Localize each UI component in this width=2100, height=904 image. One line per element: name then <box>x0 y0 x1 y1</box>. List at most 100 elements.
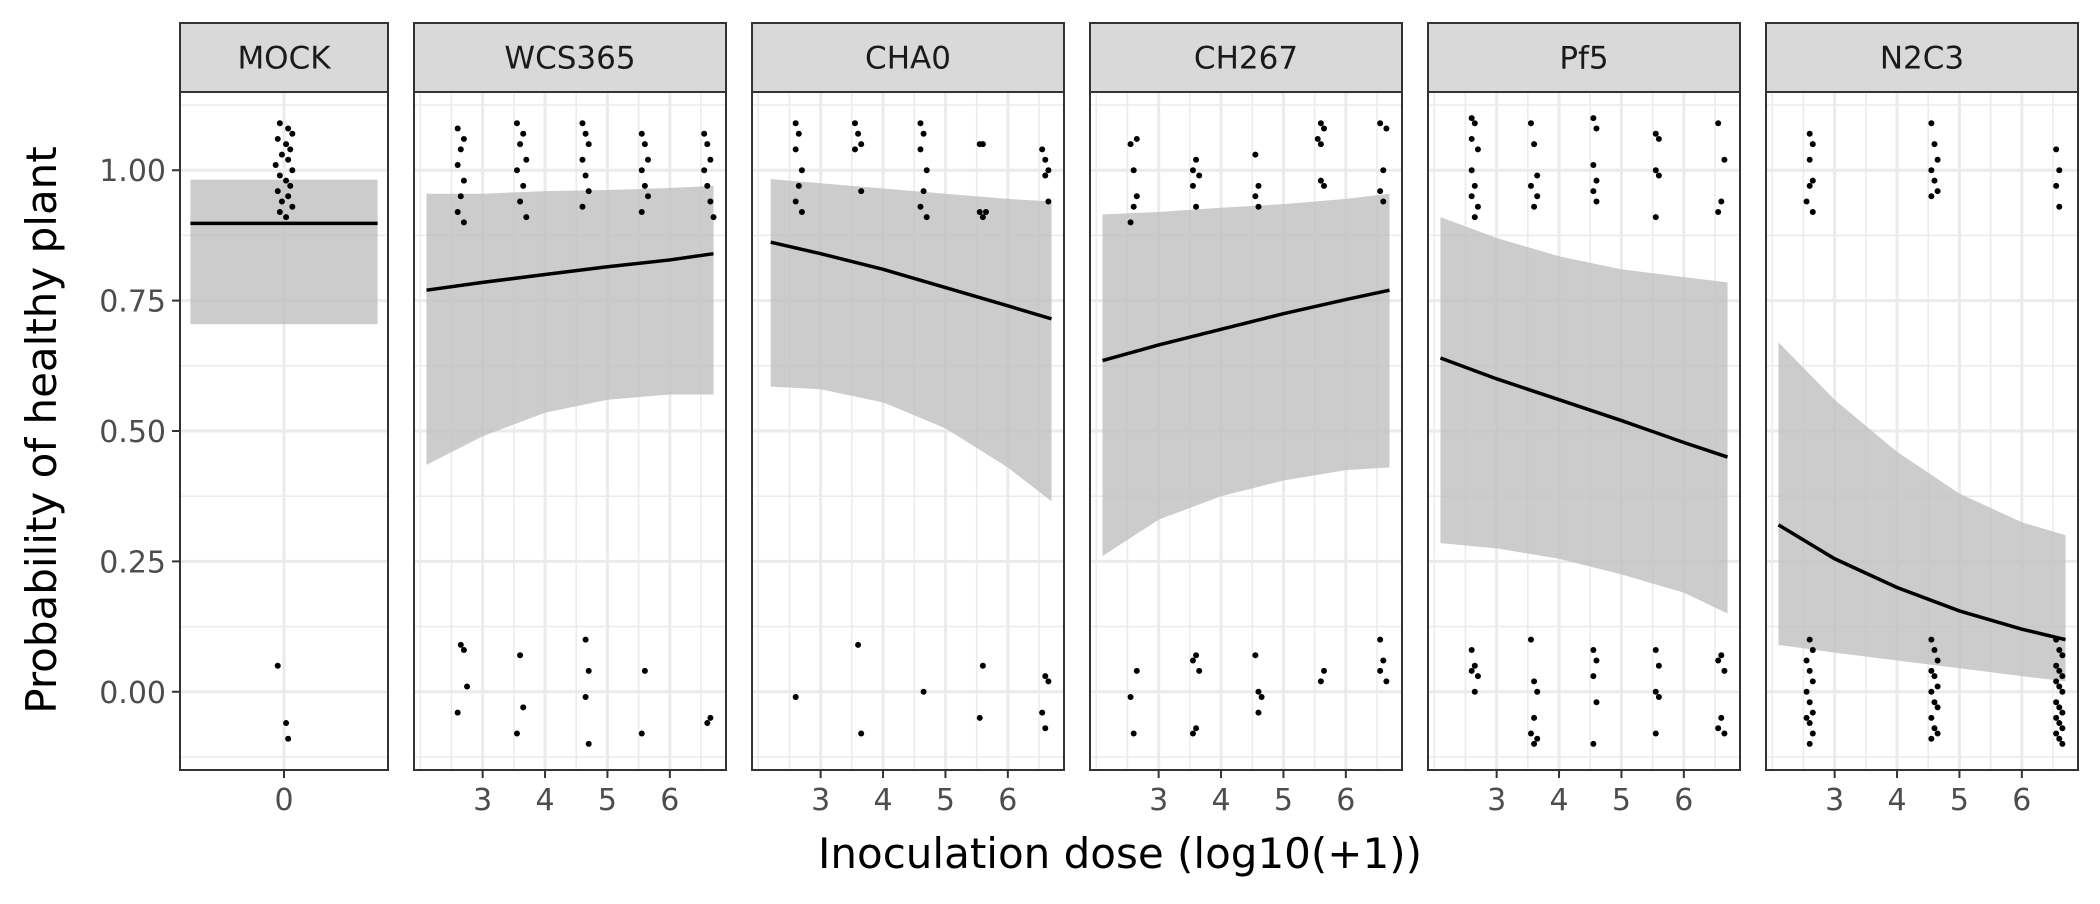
data-point <box>2053 730 2060 737</box>
data-point <box>1189 730 1196 737</box>
data-point <box>276 172 283 179</box>
data-point <box>1809 177 1816 184</box>
data-point <box>1715 120 1722 127</box>
data-point <box>1468 193 1475 200</box>
data-point <box>289 130 296 137</box>
data-point <box>638 167 645 174</box>
data-point <box>1803 198 1810 205</box>
data-point <box>1531 740 1538 747</box>
data-point <box>1928 120 1935 127</box>
confidence-ribbon <box>1102 193 1390 557</box>
data-point <box>454 709 461 716</box>
data-point <box>1931 647 1938 654</box>
facet-panel-cha0: CHA0 3 4 5 6 <box>751 22 1065 818</box>
data-point <box>1593 699 1600 706</box>
data-point <box>1652 214 1659 221</box>
data-point <box>283 141 290 148</box>
facet-panel-mock: MOCK 0 <box>179 22 389 818</box>
data-point <box>2053 662 2060 669</box>
data-point <box>1531 141 1538 148</box>
data-point <box>1045 198 1052 205</box>
x-tick-label: 5 <box>1612 783 1631 818</box>
data-point <box>520 130 527 137</box>
data-point <box>1718 714 1725 721</box>
data-point <box>1252 151 1259 158</box>
data-point <box>1809 678 1816 685</box>
data-point <box>1806 699 1813 706</box>
data-point <box>2053 699 2060 706</box>
data-point <box>2059 652 2066 659</box>
data-point <box>1252 652 1259 659</box>
facet-strip-label: Pf5 <box>1559 41 1608 77</box>
data-point <box>2059 740 2066 747</box>
data-point <box>1715 208 1722 215</box>
data-point <box>638 730 645 737</box>
panel-border <box>751 91 1065 771</box>
data-point <box>1317 141 1324 148</box>
data-point <box>1593 657 1600 664</box>
data-point <box>1189 182 1196 189</box>
data-point <box>1045 678 1052 685</box>
data-point <box>976 208 983 215</box>
data-point <box>272 162 279 169</box>
data-point <box>1655 662 1662 669</box>
data-point <box>1317 678 1324 685</box>
data-point <box>1255 688 1262 695</box>
data-point <box>1471 662 1478 669</box>
data-point <box>1718 652 1725 659</box>
data-point <box>1934 657 1941 664</box>
y-axis: 0.00 0.25 0.50 0.75 1.00 <box>99 154 180 711</box>
data-point <box>1196 667 1203 674</box>
x-tick-label: 6 <box>1336 783 1355 818</box>
data-point <box>1468 667 1475 674</box>
data-point <box>858 141 865 148</box>
data-point <box>917 146 924 153</box>
facet-strip <box>1765 22 2079 93</box>
data-point <box>1531 678 1538 685</box>
data-point <box>2056 720 2063 727</box>
data-point <box>1718 198 1725 205</box>
data-point <box>1806 667 1813 674</box>
facet-strip-label: CHA0 <box>865 41 951 77</box>
data-point <box>1133 193 1140 200</box>
data-point <box>1934 704 1941 711</box>
confidence-ribbon <box>426 185 714 465</box>
facet-strip-label: N2C3 <box>1880 41 1964 77</box>
data-point <box>1531 203 1538 210</box>
data-point <box>285 735 292 742</box>
facet-strip-label: WCS365 <box>504 41 635 77</box>
data-point <box>285 156 292 163</box>
x-tick-label: 4 <box>1211 783 1230 818</box>
data-point <box>579 156 586 163</box>
confidence-ribbon <box>190 179 378 325</box>
data-point <box>858 730 865 737</box>
data-point <box>517 141 524 148</box>
data-point <box>1321 125 1327 132</box>
data-point <box>1042 156 1049 163</box>
data-point <box>792 120 799 127</box>
data-point <box>1471 214 1478 221</box>
data-point <box>1189 167 1196 174</box>
data-point <box>1652 167 1659 174</box>
data-point <box>1377 667 1384 674</box>
data-point <box>1380 657 1387 664</box>
data-point <box>1321 182 1327 189</box>
data-point <box>792 693 799 700</box>
data-point <box>2056 667 2063 674</box>
data-point <box>1527 120 1534 127</box>
data-point <box>1931 673 1938 680</box>
data-point <box>1590 647 1597 654</box>
y-tick-label: 1.00 <box>99 154 166 189</box>
data-point <box>1534 193 1541 200</box>
facet-strip <box>751 22 1065 93</box>
data-point <box>1258 693 1265 700</box>
data-point <box>2059 688 2066 695</box>
panel-border <box>1089 91 1403 771</box>
data-point <box>2059 709 2066 716</box>
x-tick-label: 4 <box>873 783 892 818</box>
data-point <box>579 203 586 210</box>
data-point <box>798 208 805 215</box>
data-point <box>1189 657 1196 664</box>
data-point <box>638 130 645 137</box>
